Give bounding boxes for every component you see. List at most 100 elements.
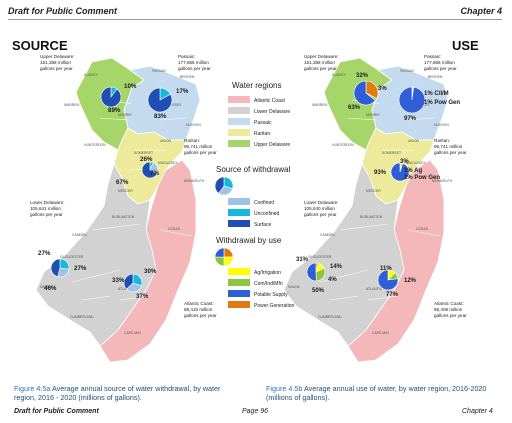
legend-swatch	[228, 279, 250, 286]
region-unit-label: gallons per year	[30, 212, 63, 217]
pie-label: 33%	[112, 277, 125, 284]
legend-swatch	[228, 129, 250, 136]
region-unit-label: gallons per year	[434, 150, 467, 155]
county-border	[339, 223, 389, 231]
caption-a-figure-label: Figure 4.5a	[14, 384, 51, 393]
county-border	[319, 269, 369, 283]
region-name-label: Raritan:	[434, 138, 450, 143]
region-unit-label: gallons per year	[434, 313, 467, 318]
region-unit-label: gallons per year	[304, 212, 337, 217]
region-unit-label: gallons per year	[40, 66, 73, 71]
pie-label: 31%	[296, 257, 309, 263]
pie-label: 3%	[378, 86, 387, 92]
county-label: GLOUCESTER	[308, 255, 332, 259]
county-label: SUSSEX	[332, 73, 346, 77]
legend-swatch	[228, 107, 250, 114]
county-label: PASSAIC	[400, 69, 415, 73]
county-label: BURLINGTON	[112, 215, 135, 219]
legend-water-regions-title: Water regions	[232, 81, 282, 90]
pie-label: 30%	[144, 268, 157, 275]
region-value-label: 151,358 million	[304, 60, 335, 65]
caption-figure-4-5b: Figure 4.5b Average annual use of water,…	[266, 384, 486, 402]
source-title: SOURCE	[12, 38, 68, 53]
legend-swatch	[228, 140, 250, 147]
county-label: CUMBERLAND	[70, 315, 94, 319]
region-name-label: Raritan:	[184, 138, 200, 143]
county-label: MIDDLESEX	[158, 161, 178, 165]
county-label: GLOUCESTER	[60, 255, 84, 259]
county-label: BURLINGTON	[360, 215, 383, 219]
pie-label: 63%	[348, 105, 361, 111]
legend: Water regions Atlantic Coast Lower Delawar…	[214, 81, 295, 309]
caption-b-text-2: (millions of gallons).	[266, 393, 330, 402]
pie-label: 89%	[108, 107, 121, 114]
county-label: OCEAN	[416, 227, 429, 231]
caption-a-text: Average annual source of water withdrawa…	[50, 384, 221, 393]
caption-figure-4-5a: Figure 4.5a Average annual source of wat…	[14, 384, 220, 402]
pie-label: 7%	[150, 170, 159, 177]
pie-label: 10%	[124, 83, 137, 90]
region-name-label: Passaic:	[178, 54, 195, 59]
county-label: UNION	[408, 139, 419, 143]
legend-source-label: Confined	[254, 200, 274, 206]
legend-use-label: Ag/Irrigation	[254, 270, 281, 276]
legend-use-label: Power Generation	[254, 303, 295, 309]
region-value-label: 151,358 million	[40, 60, 71, 65]
legend-swatch	[228, 301, 250, 308]
legend-swatch	[228, 220, 250, 227]
pie-slice	[214, 176, 225, 194]
county-border	[407, 117, 435, 121]
legend-use-title: Withdrawal by use	[216, 236, 282, 245]
region-name-label: Upper Delaware:	[40, 54, 74, 59]
pie-slice	[377, 269, 399, 291]
legend-region-label: Raritan	[254, 131, 270, 137]
county-label: MERCER	[366, 189, 381, 193]
pie-label: 27%	[38, 250, 51, 257]
region-value-label: 177,866 million	[178, 60, 209, 65]
county-border	[407, 229, 441, 237]
region-value-label: 105,641 million	[30, 206, 61, 211]
pie-slice	[141, 161, 158, 179]
legend-swatch	[228, 96, 250, 103]
county-border	[91, 223, 141, 231]
pie-slice	[223, 256, 234, 267]
caption-b-figure-label: Figure 4.5b	[266, 384, 303, 393]
county-label: WARREN	[312, 103, 327, 107]
county-label: CAMDEN	[320, 233, 335, 237]
legend-swatch	[228, 198, 250, 205]
county-label: MORRIS	[118, 113, 132, 117]
pie-label: 77%	[386, 292, 399, 298]
pie-label: 37%	[136, 293, 149, 300]
region-lower-delaware	[35, 162, 157, 347]
caption-b-text: Average annual use of water, by water re…	[302, 384, 487, 393]
region-value-label: 105,640 million	[304, 206, 335, 211]
region-name-label: Atlantic Coast:	[434, 301, 464, 306]
pie-label: 26%	[140, 156, 153, 163]
legend-region-label: Atlantic Coast	[254, 98, 285, 104]
pie-label: 17%	[176, 88, 189, 95]
footer-right: Chapter 4	[462, 408, 493, 415]
pie-slice	[398, 86, 426, 114]
pie-label: 46%	[44, 285, 57, 292]
pie-slice	[390, 162, 410, 182]
pie-label: 1% Ag	[404, 168, 422, 174]
legend-use-label: Com/Ind/Mfn	[254, 281, 283, 287]
header-divider	[8, 19, 502, 20]
region-name-label: Atlantic Coast:	[184, 301, 214, 306]
county-label: BERGEN	[428, 75, 443, 79]
county-border	[329, 295, 359, 301]
region-unit-label: gallons per year	[424, 66, 457, 71]
county-border	[119, 295, 151, 301]
pie-label: 14%	[330, 264, 343, 270]
legend-source-title: Source of withdrawal	[216, 165, 290, 174]
pie-label: 27%	[74, 265, 87, 272]
legend-swatch	[228, 268, 250, 275]
county-label: HUNTERDON	[84, 143, 106, 147]
pie-slice	[123, 273, 134, 290]
region-unit-label: gallons per year	[178, 66, 211, 71]
source-map: SUSSEX PASSAIC BERGEN WARREN MORRIS ESSEX HUDS…	[30, 54, 217, 363]
legend-source-label: Surface	[254, 222, 271, 228]
region-name-label: Lower Delaware:	[304, 200, 338, 205]
legend-swatch	[228, 209, 250, 216]
region-unit-label: gallons per year	[184, 313, 217, 318]
